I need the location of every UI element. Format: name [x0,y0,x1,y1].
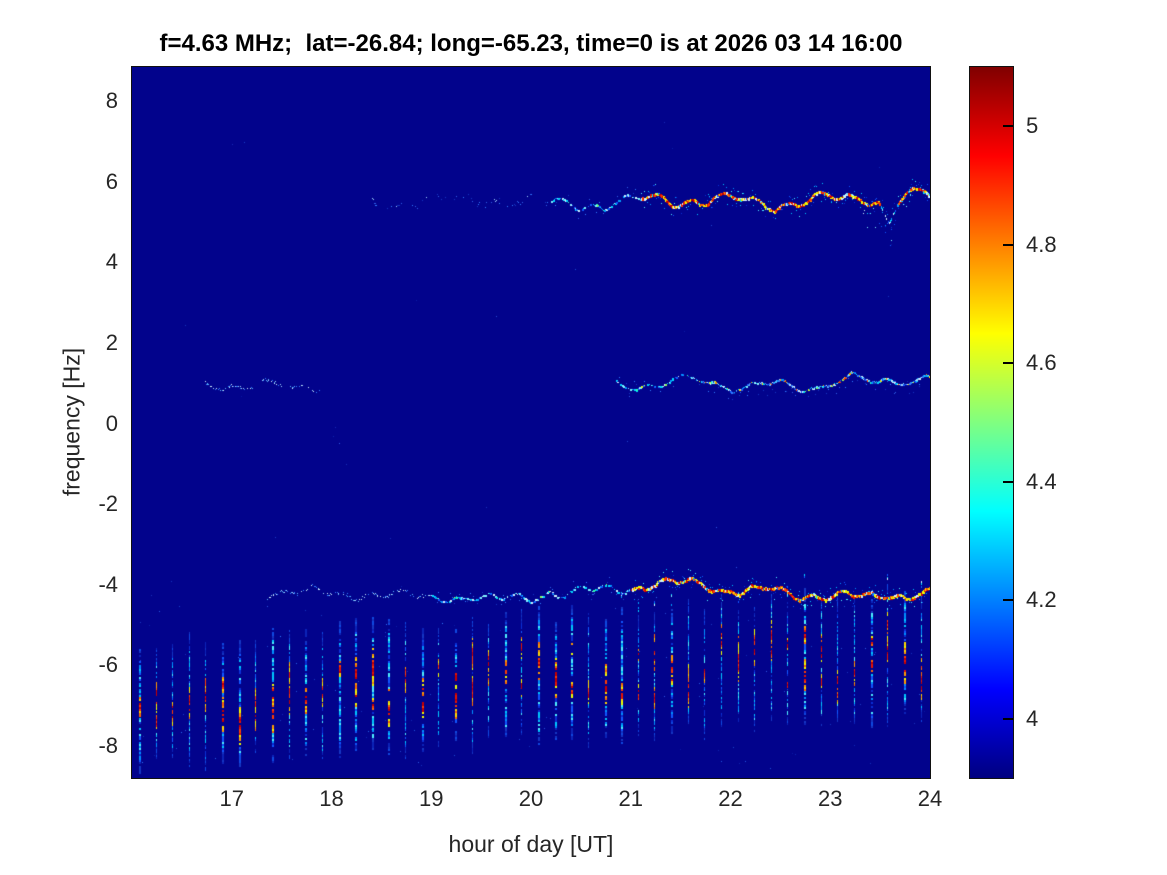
colorbar-tick-label: 4.2 [1026,587,1057,613]
colorbar-tick-mark [1003,243,1013,246]
colorbar-tick-label: 4.8 [1026,231,1057,257]
y-tick-label: 0 [105,410,118,436]
x-tick-label: 24 [917,786,943,811]
x-tick-label: 22 [718,786,743,811]
x-axis-label: hour of day [UT] [448,831,614,857]
x-tick-label: 20 [518,786,544,811]
x-tick-label: 19 [419,786,444,811]
y-tick-label: -2 [98,491,118,517]
y-tick-label: 8 [105,88,118,114]
y-tick-label: 4 [105,249,118,275]
colorbar-tick-label: 4 [1026,705,1039,731]
colorbar-tick-mark [1003,717,1013,720]
colorbar-tick-label: 4.6 [1026,350,1057,376]
colorbar [969,66,1014,779]
y-tick-label: -6 [98,652,118,678]
x-tick-label: 21 [618,786,643,811]
x-tick-label: 18 [319,786,344,811]
colorbar-tick-mark [1003,362,1013,365]
colorbar-tick-mark [1003,480,1013,483]
spectrogram-canvas [132,67,930,778]
colorbar-tick-label: 5 [1026,113,1039,139]
colorbar-tick-label: 4.4 [1026,468,1057,494]
y-tick-label: 6 [105,168,118,194]
y-tick-label: -8 [98,732,118,758]
plot-area [131,66,931,779]
x-tick-label: 17 [219,786,244,811]
y-tick-label: -4 [98,571,118,597]
colorbar-tick-mark [1003,599,1013,602]
x-tick-label: 23 [818,786,843,811]
chart-title: f=4.63 MHz; lat=-26.84; long=-65.23, tim… [159,30,903,57]
y-tick-label: 2 [105,329,118,355]
colorbar-tick-mark [1003,125,1013,128]
